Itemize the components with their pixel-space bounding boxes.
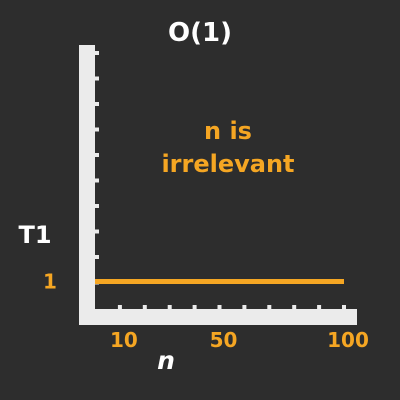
x-tick-mark xyxy=(167,305,172,309)
x-tick-mark xyxy=(267,305,272,309)
y-tick-mark xyxy=(95,76,99,81)
x-tick-mark xyxy=(242,305,247,309)
x-tick-label: 50 xyxy=(210,328,238,352)
y-tick-mark xyxy=(95,229,99,234)
x-axis-label: n xyxy=(157,346,175,375)
axes xyxy=(79,45,357,325)
y-axis-label: T1 xyxy=(18,221,51,249)
x-tick-label: 100 xyxy=(327,328,369,352)
y-tick-mark xyxy=(95,51,99,55)
y-tick-mark xyxy=(95,102,99,106)
y-tick-mark xyxy=(95,153,99,157)
x-tick-mark xyxy=(317,305,322,309)
y-axis-bar xyxy=(79,45,95,325)
x-axis-bar xyxy=(79,309,357,325)
x-tick-mark xyxy=(292,305,297,309)
y-tick-mark xyxy=(95,204,99,208)
annotation-line-2: irrelevant xyxy=(161,150,294,178)
chart-title: O(1) xyxy=(168,18,232,48)
y-tick-mark xyxy=(95,255,99,259)
x-tick-mark xyxy=(192,305,197,309)
y-tick-label: 1 xyxy=(43,270,57,294)
y-tick-labels: 1 xyxy=(43,270,57,294)
x-tick-mark xyxy=(142,305,147,309)
y-tick-mark xyxy=(95,127,99,132)
annotation-line-1: n is xyxy=(204,117,252,145)
x-tick-mark xyxy=(342,305,346,309)
x-tick-mark xyxy=(117,305,122,309)
x-tick-mark xyxy=(217,305,222,309)
y-tick-mark xyxy=(95,178,99,183)
x-ticks xyxy=(117,305,346,309)
x-tick-label: 10 xyxy=(110,328,138,352)
x-tick-labels: 10 50 100 xyxy=(110,328,369,352)
